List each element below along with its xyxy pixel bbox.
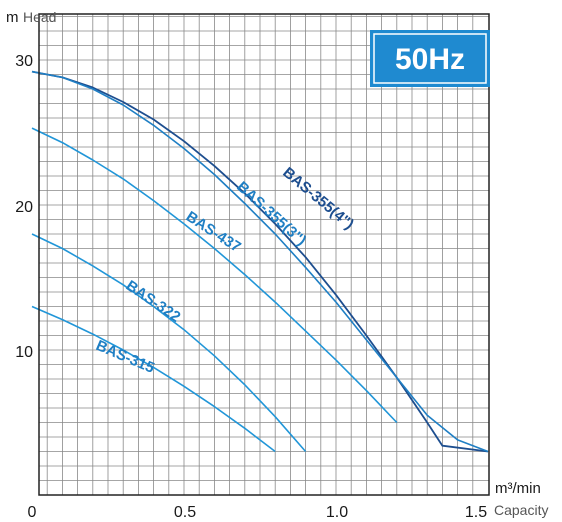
x-tick-label: 1.0 (326, 504, 348, 521)
x-tick-label: 0 (28, 504, 37, 521)
x-axis-unit: m³/min (495, 480, 541, 497)
x-tick-label: 1.5 (465, 504, 487, 521)
x-axis-label: Capacity (494, 502, 548, 518)
series-line-bas-437 (31, 127, 398, 424)
y-tick-label: 30 (15, 53, 33, 70)
y-axis-label: Head (23, 9, 56, 25)
pump-curves (31, 70, 489, 453)
x-tick-label: 0.5 (174, 504, 196, 521)
y-tick-label: 10 (15, 344, 33, 361)
series-label-bas-315: BAS-315 (93, 337, 156, 377)
badge-outer (370, 30, 490, 87)
frequency-badge: 50Hz (370, 30, 490, 87)
series-label-bas-322: BAS-322 (123, 277, 184, 326)
plot-frame (38, 13, 490, 496)
series-line-bas-315 (31, 305, 276, 453)
series-line-bas-355-3 (31, 70, 489, 453)
series-line-bas-355-4 (31, 70, 489, 453)
y-tick-label: 20 (15, 199, 33, 216)
badge-label: 50Hz (395, 43, 465, 76)
y-axis-unit: m (6, 9, 19, 26)
badge-border (373, 33, 487, 84)
series-line-bas-322 (31, 233, 307, 453)
grid-lines (39, 14, 489, 495)
